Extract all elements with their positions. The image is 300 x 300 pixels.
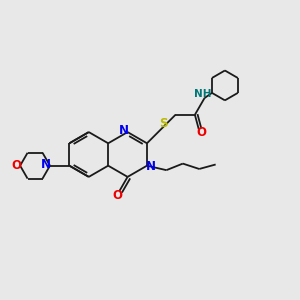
Text: S: S — [160, 117, 168, 130]
Text: N: N — [146, 160, 156, 173]
Text: O: O — [11, 159, 21, 172]
Text: N: N — [119, 124, 129, 137]
Text: O: O — [197, 126, 207, 139]
Text: N: N — [41, 158, 51, 171]
Text: O: O — [113, 189, 123, 202]
Text: NH: NH — [194, 89, 212, 99]
